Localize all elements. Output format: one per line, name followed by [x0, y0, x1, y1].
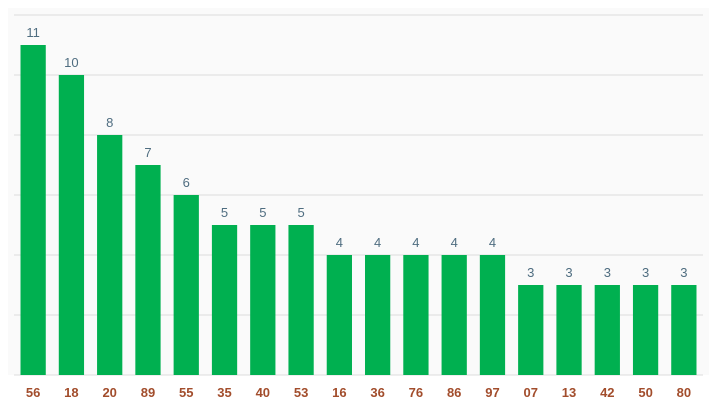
x-tick-label-53: 53 [294, 385, 308, 400]
data-label-07: 3 [527, 265, 534, 280]
x-tick-labels: 56 18 20 89 55 35 40 53 16 36 76 86 97 07 13 42 50 80 [26, 385, 691, 400]
bar-97 [479, 255, 506, 375]
x-tick-label-07: 07 [524, 385, 538, 400]
x-tick-label-20: 20 [102, 385, 116, 400]
x-tick-label-16: 16 [332, 385, 346, 400]
x-tick-label-76: 76 [409, 385, 423, 400]
x-tick-label-55: 55 [179, 385, 193, 400]
x-tick-label-56: 56 [26, 385, 40, 400]
x-tick-label-18: 18 [64, 385, 78, 400]
x-tick-label-13: 13 [562, 385, 576, 400]
bar-20 [97, 135, 123, 375]
data-label-50: 3 [642, 265, 649, 280]
data-label-97: 4 [489, 235, 496, 250]
x-tick-label-42: 42 [600, 385, 614, 400]
x-tick-label-86: 86 [447, 385, 461, 400]
data-label-53: 5 [297, 205, 304, 220]
bars [20, 45, 697, 375]
data-label-35: 5 [221, 205, 228, 220]
data-label-36: 4 [374, 235, 381, 250]
bar-89 [135, 165, 161, 375]
plot-background [8, 8, 709, 375]
data-label-55: 6 [183, 175, 190, 190]
bar-36 [365, 255, 391, 375]
bar-55 [173, 195, 199, 375]
x-tick-label-36: 36 [370, 385, 384, 400]
data-label-80: 3 [680, 265, 687, 280]
bar-86 [441, 255, 467, 375]
bar-80 [671, 285, 697, 375]
bar-53 [288, 225, 314, 375]
bar-07 [518, 285, 544, 375]
x-tick-label-35: 35 [217, 385, 231, 400]
grid-lines [14, 14, 703, 376]
data-label-18: 10 [64, 55, 78, 70]
x-tick-label-40: 40 [256, 385, 270, 400]
bar-35 [211, 225, 238, 375]
data-label-42: 3 [604, 265, 611, 280]
bar-16 [326, 255, 352, 375]
bar-13 [556, 285, 582, 375]
data-label-76: 4 [412, 235, 419, 250]
bar-40 [250, 225, 276, 375]
x-tick-label-97: 97 [485, 385, 499, 400]
bar-76 [403, 255, 429, 375]
data-label-40: 5 [259, 205, 266, 220]
data-label-16: 4 [336, 235, 343, 250]
data-label-13: 3 [565, 265, 572, 280]
data-label-86: 4 [451, 235, 458, 250]
data-label-56: 11 [26, 25, 40, 40]
data-label-89: 7 [144, 145, 151, 160]
data-labels: 11 10 8 7 6 5 5 5 4 4 4 4 4 3 3 3 3 3 [26, 25, 687, 280]
x-tick-label-50: 50 [638, 385, 652, 400]
bar-18 [58, 75, 85, 375]
x-tick-label-80: 80 [677, 385, 691, 400]
bar-50 [632, 285, 659, 375]
bar-42 [594, 285, 620, 375]
bar-56 [20, 45, 46, 375]
data-label-20: 8 [106, 115, 113, 130]
x-tick-label-89: 89 [141, 385, 155, 400]
